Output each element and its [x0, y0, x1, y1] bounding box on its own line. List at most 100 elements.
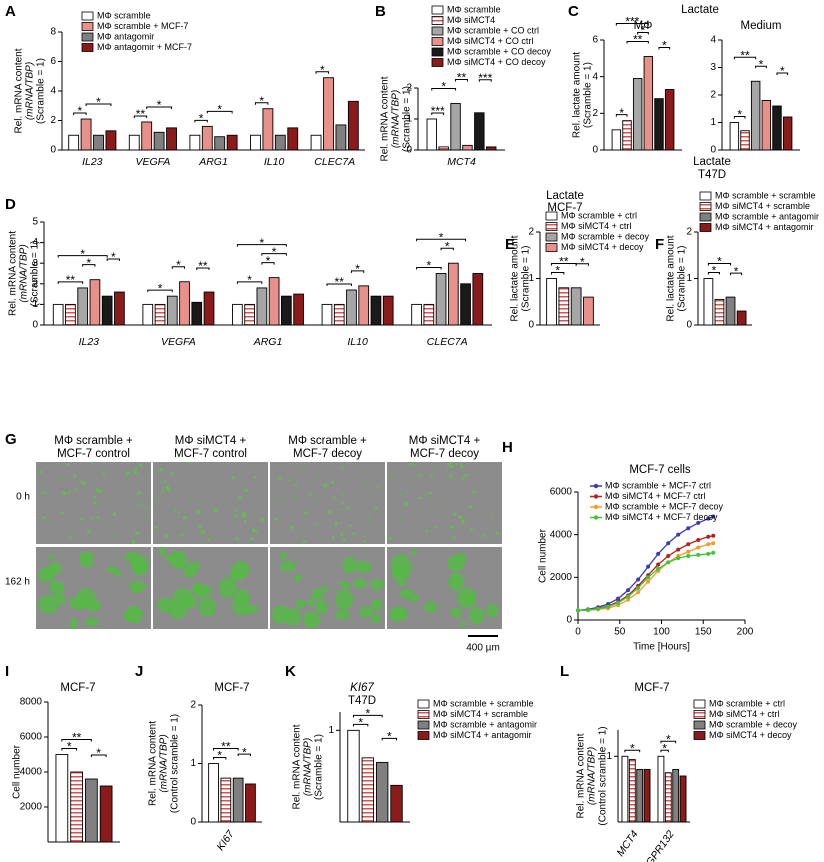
cell-blob: [76, 588, 97, 610]
cell-blob: [271, 605, 290, 624]
data-point: [696, 552, 701, 557]
x-tick-label: 50: [614, 627, 626, 638]
cell-blob: [279, 551, 288, 559]
significance-bracket: [61, 748, 78, 751]
data-point: [636, 590, 641, 595]
significance-label: *: [717, 255, 722, 269]
y-tick-label: 0: [686, 320, 692, 331]
cell-blob: [374, 506, 379, 511]
cell-blob: [69, 536, 72, 539]
legend-label: MΦ scramble + MCF-7 decoy: [605, 501, 723, 511]
legend-label: MΦ scramble: [447, 4, 501, 14]
cell-blob: [241, 511, 246, 516]
bar: [232, 777, 244, 823]
x-tick-label: IL10: [264, 156, 285, 168]
legend-label: MΦ scramble + antagomir: [433, 719, 537, 729]
data-point: [676, 547, 681, 552]
cell-blob: [302, 540, 307, 543]
legend-swatch: [693, 731, 706, 740]
cell-blob: [254, 529, 258, 533]
significance-bracket: [431, 112, 445, 115]
cell-blob: [198, 597, 216, 617]
series-line: [577, 542, 714, 612]
cell-blob: [331, 536, 335, 540]
significance-label: ***: [625, 15, 639, 29]
significance-label: **: [198, 259, 208, 273]
y-tick-label: 0: [528, 320, 534, 331]
y-tick-label: 4000: [20, 767, 43, 778]
y-tick-label: 1: [190, 758, 196, 769]
data-point: [656, 566, 661, 571]
cell-blob: [390, 474, 393, 477]
significance-label: *: [96, 95, 101, 109]
cell-blob: [437, 507, 439, 510]
panel-letter: J: [135, 663, 143, 680]
bar: [226, 134, 238, 151]
y-tick-label: 2: [190, 700, 196, 711]
cell-blob: [156, 499, 159, 502]
significance-label: **: [559, 255, 569, 269]
significance-label: *: [86, 256, 91, 270]
cell-blob: [79, 552, 91, 562]
cell-blob: [131, 539, 136, 544]
significance-label: *: [358, 716, 363, 730]
legend-label: MΦ siMCT4 + scramble: [715, 201, 810, 211]
x-tick-label: VEGFA: [161, 336, 196, 348]
bar: [214, 136, 226, 151]
cell-blob: [196, 509, 200, 514]
significance-bracket: [73, 112, 87, 116]
legend-swatch: [693, 720, 706, 730]
bar: [664, 89, 675, 151]
y-tick-label: 0: [190, 817, 196, 828]
legend-swatch: [545, 243, 558, 252]
significance-bracket: [237, 753, 251, 757]
significance-label: **: [221, 740, 231, 754]
significance-bracket: [254, 102, 269, 105]
series-line: [577, 552, 714, 612]
significance-bracket: [315, 71, 329, 74]
bar: [370, 295, 382, 326]
significance-label: *: [662, 39, 667, 53]
bar: [622, 120, 632, 151]
cell-blob: [433, 468, 436, 470]
cell-blob: [167, 494, 170, 496]
significance-bracket: [660, 740, 677, 744]
cell-blob: [93, 501, 97, 505]
y-axis-label: (Scramble = 1): [402, 86, 413, 152]
significance-label: *: [96, 746, 101, 760]
significance-label: *: [199, 112, 204, 126]
cell-blob: [341, 582, 351, 589]
cell-blob: [112, 512, 117, 517]
significance-label: *: [555, 264, 560, 278]
scale-label: 400 µm: [466, 643, 500, 654]
bar: [460, 283, 471, 326]
cell-blob: [158, 546, 167, 556]
bar: [750, 80, 761, 151]
y-tick-label: 4000: [550, 529, 573, 540]
cell-blob: [341, 494, 344, 497]
significance-bracket: [381, 737, 398, 741]
bar: [570, 287, 582, 326]
data-point: [666, 541, 671, 546]
bar: [141, 121, 153, 151]
significance-label: *: [780, 64, 785, 78]
cell-blob: [280, 560, 296, 572]
bar: [772, 105, 782, 151]
cell-blob: [418, 496, 422, 500]
cell-blob: [183, 563, 197, 578]
cell-blob: [424, 529, 429, 532]
panel-letter: H: [502, 439, 513, 456]
cell-blob: [113, 533, 116, 536]
panel-letter: F: [655, 236, 664, 253]
significance-label: **: [66, 273, 76, 287]
cell-blob: [422, 493, 425, 495]
cell-blob: [183, 516, 187, 520]
bar: [628, 759, 636, 823]
chart-subtitle: T47D: [698, 169, 726, 181]
y-tick-label: 2: [32, 278, 38, 289]
cell-blob: [91, 462, 94, 465]
cell-blob: [168, 601, 187, 620]
y-axis-label: Rel. mRNA content: [148, 721, 159, 806]
significance-label: *: [737, 108, 742, 122]
